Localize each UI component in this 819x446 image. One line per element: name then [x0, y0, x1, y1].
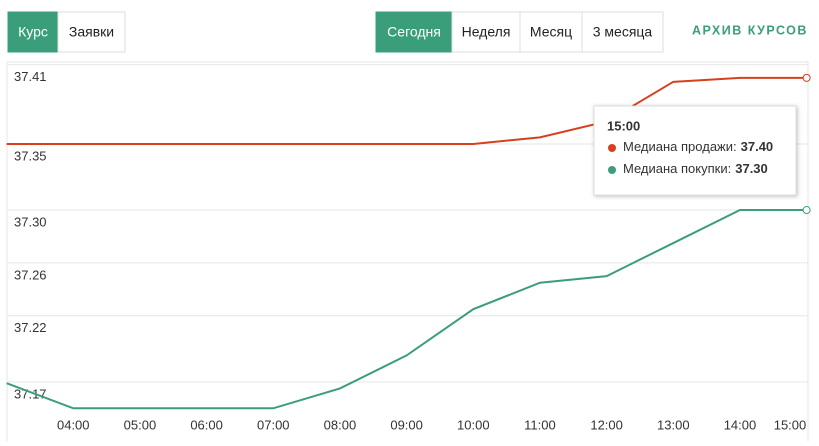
x-tick-label: 07:00 [257, 417, 290, 432]
x-tick-label: 10:00 [457, 417, 490, 432]
tooltip-value: 37.40 [741, 139, 774, 154]
tab-label[interactable]: Неделя [462, 24, 511, 40]
tab-button[interactable] [7, 11, 59, 53]
tab-label[interactable]: Месяц [530, 24, 572, 40]
tab-label[interactable]: Заявки [69, 24, 114, 40]
tooltip-item: Медиана покупки: 37.30 [623, 161, 768, 176]
y-tick-label: 37.26 [14, 267, 47, 282]
y-tick-label: 37.30 [14, 214, 47, 229]
x-tick-label: 04:00 [57, 417, 90, 432]
tooltip-dot [608, 144, 616, 152]
series-line [6, 76, 807, 145]
tooltip-value: 37.30 [735, 161, 768, 176]
end-marker [802, 73, 811, 82]
x-tick-label: 14:00 [724, 417, 757, 432]
x-tick-label: 12:00 [590, 417, 623, 432]
tooltip: 15:00 Медиана продажи: 37.40 Медиана покупк… [593, 105, 797, 196]
tab-button[interactable] [375, 11, 453, 53]
x-tick-label: 08:00 [324, 417, 357, 432]
tab-button[interactable] [581, 11, 664, 53]
tooltip-item: Медиана продажи: 37.40 [623, 139, 773, 154]
periods: Сегодня Неделя Месяц 3 месяца [375, 11, 664, 53]
series-line [6, 209, 807, 410]
x-tick-label: 11:00 [524, 417, 556, 432]
x-tick-label: 13:00 [657, 417, 690, 432]
tab-button[interactable] [57, 11, 126, 53]
tab-label[interactable]: Сегодня [387, 24, 441, 40]
y-tick-label: 37.41 [14, 69, 47, 84]
y-tick-label: 37.22 [14, 320, 47, 335]
x-tick-label: 06:00 [190, 417, 223, 432]
tabs: Курс Заявки [7, 11, 126, 53]
tab-label[interactable]: 3 месяца [593, 24, 653, 40]
x-tick-label: 05:00 [124, 417, 157, 432]
tooltip-title: 15:00 [607, 118, 640, 133]
tooltip-box [593, 105, 797, 196]
y-tick-label: 37.35 [14, 148, 47, 163]
archive-link[interactable]: АРХИВ КУРСОВ [692, 23, 808, 37]
tooltip-label: Медиана продажи: [623, 139, 737, 154]
tab-button[interactable] [519, 11, 583, 53]
x-tick-label: 15:00 [774, 417, 807, 432]
tooltip-label: Медиана покупки: [623, 161, 731, 176]
tooltip-dot [608, 166, 616, 174]
tab-label[interactable]: Курс [18, 24, 48, 40]
end-marker [802, 206, 811, 215]
x-tick-label: 09:00 [390, 417, 423, 432]
